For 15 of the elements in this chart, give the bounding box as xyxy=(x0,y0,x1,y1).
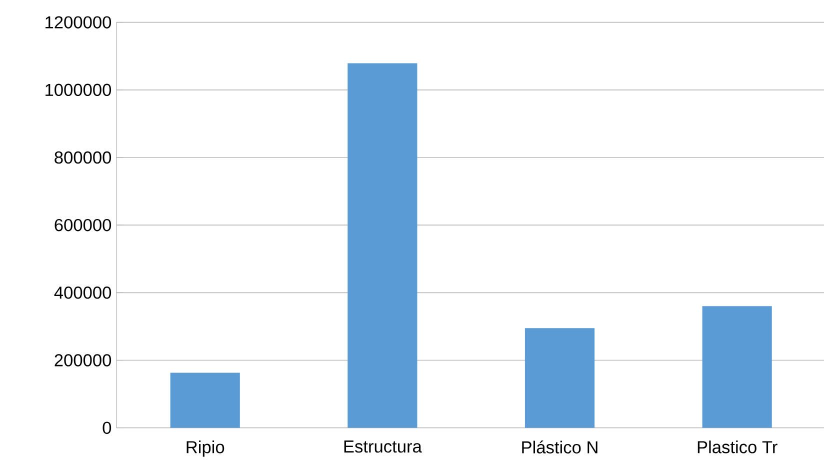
x-tick-label: Plástico N xyxy=(522,440,598,454)
y-tick-label: 800000 xyxy=(54,151,112,164)
y-tick-label: 1200000 xyxy=(46,16,112,28)
bar xyxy=(348,63,418,428)
y-tick-label: 0 xyxy=(102,422,112,434)
x-tick-label: Ripio xyxy=(186,440,224,457)
bar xyxy=(702,306,772,428)
bar xyxy=(524,328,595,428)
x-tick-label: Plastico Tr xyxy=(698,440,778,454)
y-tick-label: 600000 xyxy=(54,218,112,232)
y-tick-label: 400000 xyxy=(54,286,112,299)
y-tick-label: 1000000 xyxy=(46,84,112,96)
y-tick-label: 200000 xyxy=(54,354,112,366)
bar xyxy=(170,372,240,428)
x-tick-label: Estructura xyxy=(344,440,422,453)
